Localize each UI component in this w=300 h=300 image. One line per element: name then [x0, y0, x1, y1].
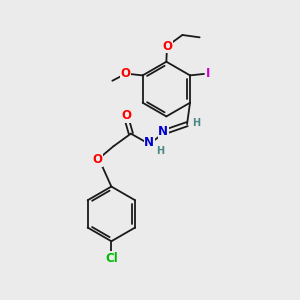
Text: O: O — [92, 153, 102, 166]
Text: I: I — [206, 68, 210, 80]
Text: O: O — [162, 40, 172, 53]
Text: N: N — [158, 125, 168, 138]
Text: Cl: Cl — [105, 252, 118, 265]
Text: O: O — [122, 109, 131, 122]
Text: H: H — [156, 146, 164, 157]
Text: N: N — [144, 136, 154, 149]
Text: O: O — [120, 68, 130, 80]
Text: H: H — [193, 118, 201, 128]
